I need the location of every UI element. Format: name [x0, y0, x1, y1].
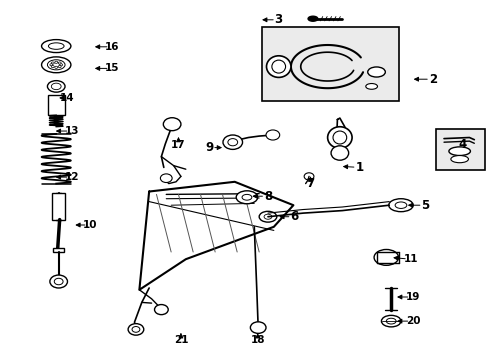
Text: 13: 13	[65, 126, 80, 136]
Circle shape	[250, 322, 265, 333]
Circle shape	[265, 130, 279, 140]
Ellipse shape	[450, 156, 468, 163]
Circle shape	[50, 275, 67, 288]
Bar	[435, 129, 484, 170]
Text: 9: 9	[205, 141, 213, 154]
Circle shape	[128, 324, 143, 335]
Bar	[52, 193, 65, 220]
Text: 4: 4	[457, 138, 465, 150]
Text: 18: 18	[250, 335, 264, 345]
Text: 3: 3	[274, 13, 282, 26]
Text: 2: 2	[428, 73, 436, 86]
Ellipse shape	[332, 131, 346, 144]
Text: 14: 14	[60, 93, 75, 103]
Ellipse shape	[48, 43, 64, 49]
Ellipse shape	[330, 146, 348, 160]
Ellipse shape	[307, 16, 317, 21]
Circle shape	[51, 62, 54, 64]
Ellipse shape	[365, 84, 377, 89]
Circle shape	[55, 66, 58, 68]
Circle shape	[304, 173, 313, 180]
Ellipse shape	[242, 194, 251, 200]
Ellipse shape	[41, 40, 71, 53]
Ellipse shape	[386, 318, 395, 324]
Ellipse shape	[327, 127, 351, 148]
Ellipse shape	[41, 57, 71, 73]
Circle shape	[55, 61, 58, 63]
Circle shape	[132, 327, 140, 332]
Ellipse shape	[373, 249, 398, 265]
Circle shape	[154, 305, 168, 315]
Text: 8: 8	[264, 190, 271, 203]
Circle shape	[58, 66, 61, 68]
Text: 11: 11	[403, 254, 417, 264]
Circle shape	[58, 62, 61, 64]
Circle shape	[163, 118, 181, 131]
Text: 19: 19	[405, 292, 420, 302]
Circle shape	[60, 64, 62, 66]
Ellipse shape	[388, 199, 412, 212]
Circle shape	[51, 66, 54, 68]
Ellipse shape	[448, 147, 469, 156]
Ellipse shape	[236, 191, 257, 204]
Ellipse shape	[271, 60, 285, 73]
Text: 7: 7	[306, 177, 314, 190]
Ellipse shape	[367, 67, 385, 77]
Bar	[261, 27, 398, 101]
Text: 20: 20	[405, 316, 420, 326]
Bar	[53, 248, 64, 252]
Circle shape	[227, 139, 237, 146]
Ellipse shape	[266, 56, 290, 77]
Circle shape	[160, 174, 172, 183]
Text: 1: 1	[355, 161, 363, 174]
Circle shape	[50, 64, 53, 66]
Text: 16: 16	[105, 42, 120, 52]
Text: 6: 6	[290, 210, 298, 223]
Text: 21: 21	[173, 335, 188, 345]
Circle shape	[223, 135, 242, 149]
Text: 17: 17	[171, 140, 185, 150]
Ellipse shape	[381, 315, 400, 327]
Ellipse shape	[51, 83, 61, 90]
Text: 10: 10	[83, 220, 98, 230]
Text: 15: 15	[105, 63, 120, 73]
Ellipse shape	[394, 202, 406, 208]
Bar	[48, 95, 64, 115]
Text: 5: 5	[421, 199, 428, 212]
Ellipse shape	[264, 214, 271, 219]
Circle shape	[54, 278, 63, 285]
Ellipse shape	[259, 211, 276, 222]
Ellipse shape	[47, 81, 65, 92]
Text: 12: 12	[65, 172, 80, 182]
Ellipse shape	[47, 60, 65, 70]
